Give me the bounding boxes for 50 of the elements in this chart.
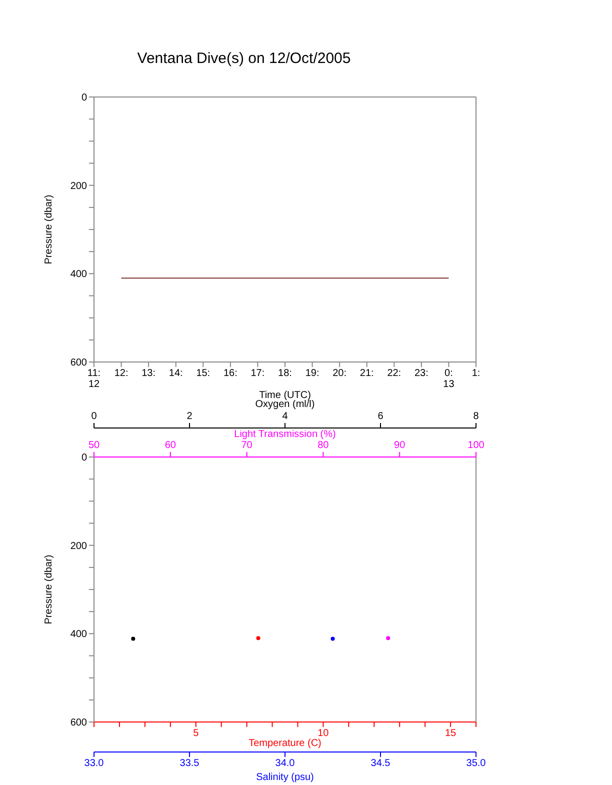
y-axis-title: Pressure (dbar) — [44, 194, 55, 264]
x2-tick-label: 60 — [164, 440, 176, 451]
x-tick-label: 5 — [193, 728, 200, 740]
x2-tick-label: 0 — [91, 411, 98, 422]
x-tick-label: 22: — [387, 368, 402, 380]
x2-axis-title: Light Transmission (%) — [234, 429, 336, 440]
x-tick-label: 12: — [114, 368, 128, 380]
x-tick-label: 18: — [278, 368, 292, 380]
x-tick-label: 15: — [196, 368, 210, 380]
chart-title: Ventana Dive(s) on 12/Oct/2005 — [136, 50, 352, 67]
x-tick-label: 16: — [223, 368, 238, 380]
x2-tick-label: 70 — [241, 440, 253, 451]
y-tick-label: 600 — [70, 358, 88, 369]
x-tick-label: 35.0 — [466, 758, 486, 770]
x2-tick-label: 8 — [473, 411, 480, 422]
x-tick-label: 14: — [168, 368, 183, 380]
x-tick-label: 17: — [250, 368, 265, 380]
x-tick-label: 34.5 — [370, 758, 391, 770]
x-tick-label: 33.0 — [84, 758, 104, 770]
x-tick-label: 13: — [142, 368, 156, 380]
y-tick-label: 400 — [70, 629, 88, 640]
x2-tick-label: 4 — [282, 411, 288, 422]
x2-tick-label: 80 — [318, 440, 330, 451]
x-tick-label: 34.0 — [275, 758, 296, 770]
y-axis-title: Pressure (dbar) — [44, 554, 55, 624]
x-tick-label: 33.5 — [180, 758, 200, 770]
x-tick-label: 23: — [414, 368, 428, 380]
x-axis-title: Salinity (psu) — [256, 772, 314, 783]
y-tick-label: 0 — [81, 92, 88, 104]
x-tick-label: 15 — [444, 728, 457, 740]
x-tick-label: 21: — [360, 368, 374, 380]
y-tick-label: 0 — [81, 452, 88, 464]
y-tick-label: 200 — [70, 540, 88, 552]
x-tick-label: 0: 13 — [443, 368, 455, 390]
x-tick-label: 20: — [332, 368, 347, 380]
x-tick-label: 19: — [305, 368, 320, 380]
x-axis-title: Temperature (C) — [248, 738, 322, 749]
x2-axis-title: Oxygen (ml/l) — [255, 399, 315, 410]
y-tick-label: 600 — [70, 718, 88, 729]
x-tick-label: 10 — [318, 728, 330, 740]
x-tick-label: 11: 12 — [87, 368, 101, 390]
y-tick-label: 200 — [70, 180, 88, 192]
x2-tick-label: 100 — [468, 440, 485, 451]
x2-tick-label: 50 — [88, 440, 100, 451]
x2-tick-label: 2 — [186, 411, 193, 422]
x-tick-label: 1: — [472, 368, 480, 380]
x2-tick-label: 6 — [378, 411, 384, 422]
y-tick-label: 400 — [70, 269, 88, 280]
x2-tick-label: 90 — [394, 440, 406, 451]
x-axis-title: Time (UTC) — [259, 390, 311, 401]
